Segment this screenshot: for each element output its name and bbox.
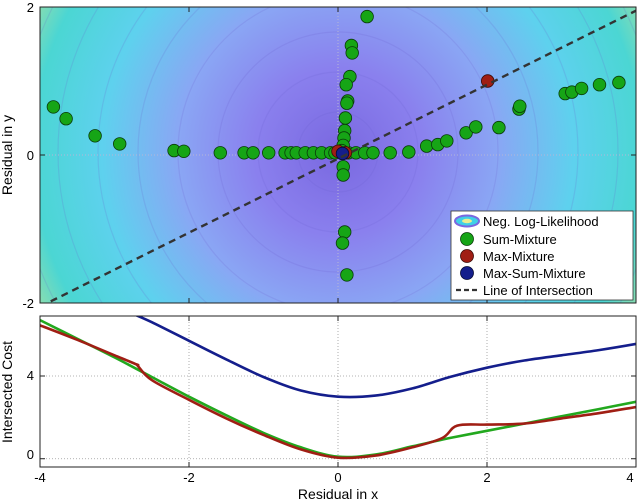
sum-mixture-point bbox=[112, 137, 127, 151]
sum-mixture-point bbox=[340, 96, 354, 110]
top-y-tick-label: 2 bbox=[27, 0, 34, 15]
x-tick-label: -2 bbox=[183, 470, 195, 485]
contour-ring bbox=[97, 7, 579, 303]
sum-mixture-point bbox=[402, 145, 416, 159]
x-axis-label: Residual in x bbox=[298, 486, 378, 502]
bottom-y-tick-label: 4 bbox=[27, 368, 34, 383]
sum-mixture-point bbox=[88, 129, 102, 143]
top-y-axis-label: Residual in y bbox=[0, 115, 15, 195]
max-sum-mixture-point bbox=[335, 146, 350, 161]
sum-mixture-point bbox=[340, 268, 354, 282]
sum-mixture-point bbox=[213, 146, 228, 160]
x-tick-label: 4 bbox=[626, 470, 633, 485]
sum-mixture-point bbox=[338, 225, 352, 239]
legend-max-mixture-marker bbox=[460, 249, 474, 263]
sum-mixture-point bbox=[59, 111, 73, 126]
max-mixture-cost-line bbox=[40, 324, 636, 460]
x-tick-label: 2 bbox=[483, 470, 490, 485]
legend-likelihood-swatch-core bbox=[462, 218, 472, 224]
legend-sum-mixture-marker bbox=[460, 232, 474, 246]
sum-mixture-point bbox=[383, 146, 397, 160]
x-tick-label: 0 bbox=[334, 470, 341, 485]
legend-label: Max-Mixture bbox=[483, 249, 555, 264]
x-tick-label: -4 bbox=[34, 470, 46, 485]
line-of-intersection bbox=[44, 9, 636, 303]
legend-label: Sum-Mixture bbox=[483, 232, 557, 247]
sum-mixture-point bbox=[469, 120, 483, 134]
sum-mixture-point bbox=[46, 100, 61, 114]
sum-mixture-point bbox=[339, 77, 353, 92]
sum-mixture-point bbox=[262, 146, 276, 160]
sum-mixture-point bbox=[338, 111, 353, 125]
sum-mixture-point bbox=[335, 236, 350, 250]
legend-max-sum-mixture-marker bbox=[460, 266, 474, 280]
top-y-tick-label: 0 bbox=[27, 148, 34, 163]
max-sum-mixture-cost-line bbox=[134, 316, 636, 399]
sum-mixture-point bbox=[177, 144, 191, 159]
sum-mixture-point bbox=[336, 168, 350, 182]
legend-label: Neg. Log-Likelihood bbox=[483, 214, 599, 229]
sum-mixture-point bbox=[612, 75, 626, 90]
contour-ring bbox=[137, 7, 539, 303]
legend-box bbox=[450, 210, 634, 301]
bottom-y-tick-label: 0 bbox=[27, 447, 34, 462]
sum-mixture-point bbox=[574, 81, 589, 96]
sum-mixture-point bbox=[360, 9, 374, 24]
sum-mixture-point bbox=[420, 139, 434, 153]
sum-mixture-point bbox=[459, 126, 473, 140]
sum-mixture-point bbox=[440, 134, 454, 148]
legend-label: Max-Sum-Mixture bbox=[483, 266, 586, 281]
legend-label: Line of Intersection bbox=[483, 283, 593, 298]
sum-mixture-point bbox=[345, 46, 359, 60]
sum-mixture-point bbox=[366, 146, 380, 160]
sum-mixture-point bbox=[246, 146, 260, 160]
top-y-tick-label: -2 bbox=[22, 296, 34, 311]
sum-mixture-point bbox=[513, 99, 527, 113]
contour-ring bbox=[57, 7, 619, 303]
sum-mixture-point bbox=[592, 77, 607, 92]
cost-panel: 4 0 -4 -2 0 2 4 Intersected Cost Residua… bbox=[0, 315, 637, 502]
legend: Neg. Log-Likelihood Sum-Mixture Max-Mixt… bbox=[450, 210, 634, 301]
sum-mixture-point bbox=[492, 120, 506, 135]
bottom-y-axis-label: Intersected Cost bbox=[0, 341, 15, 443]
